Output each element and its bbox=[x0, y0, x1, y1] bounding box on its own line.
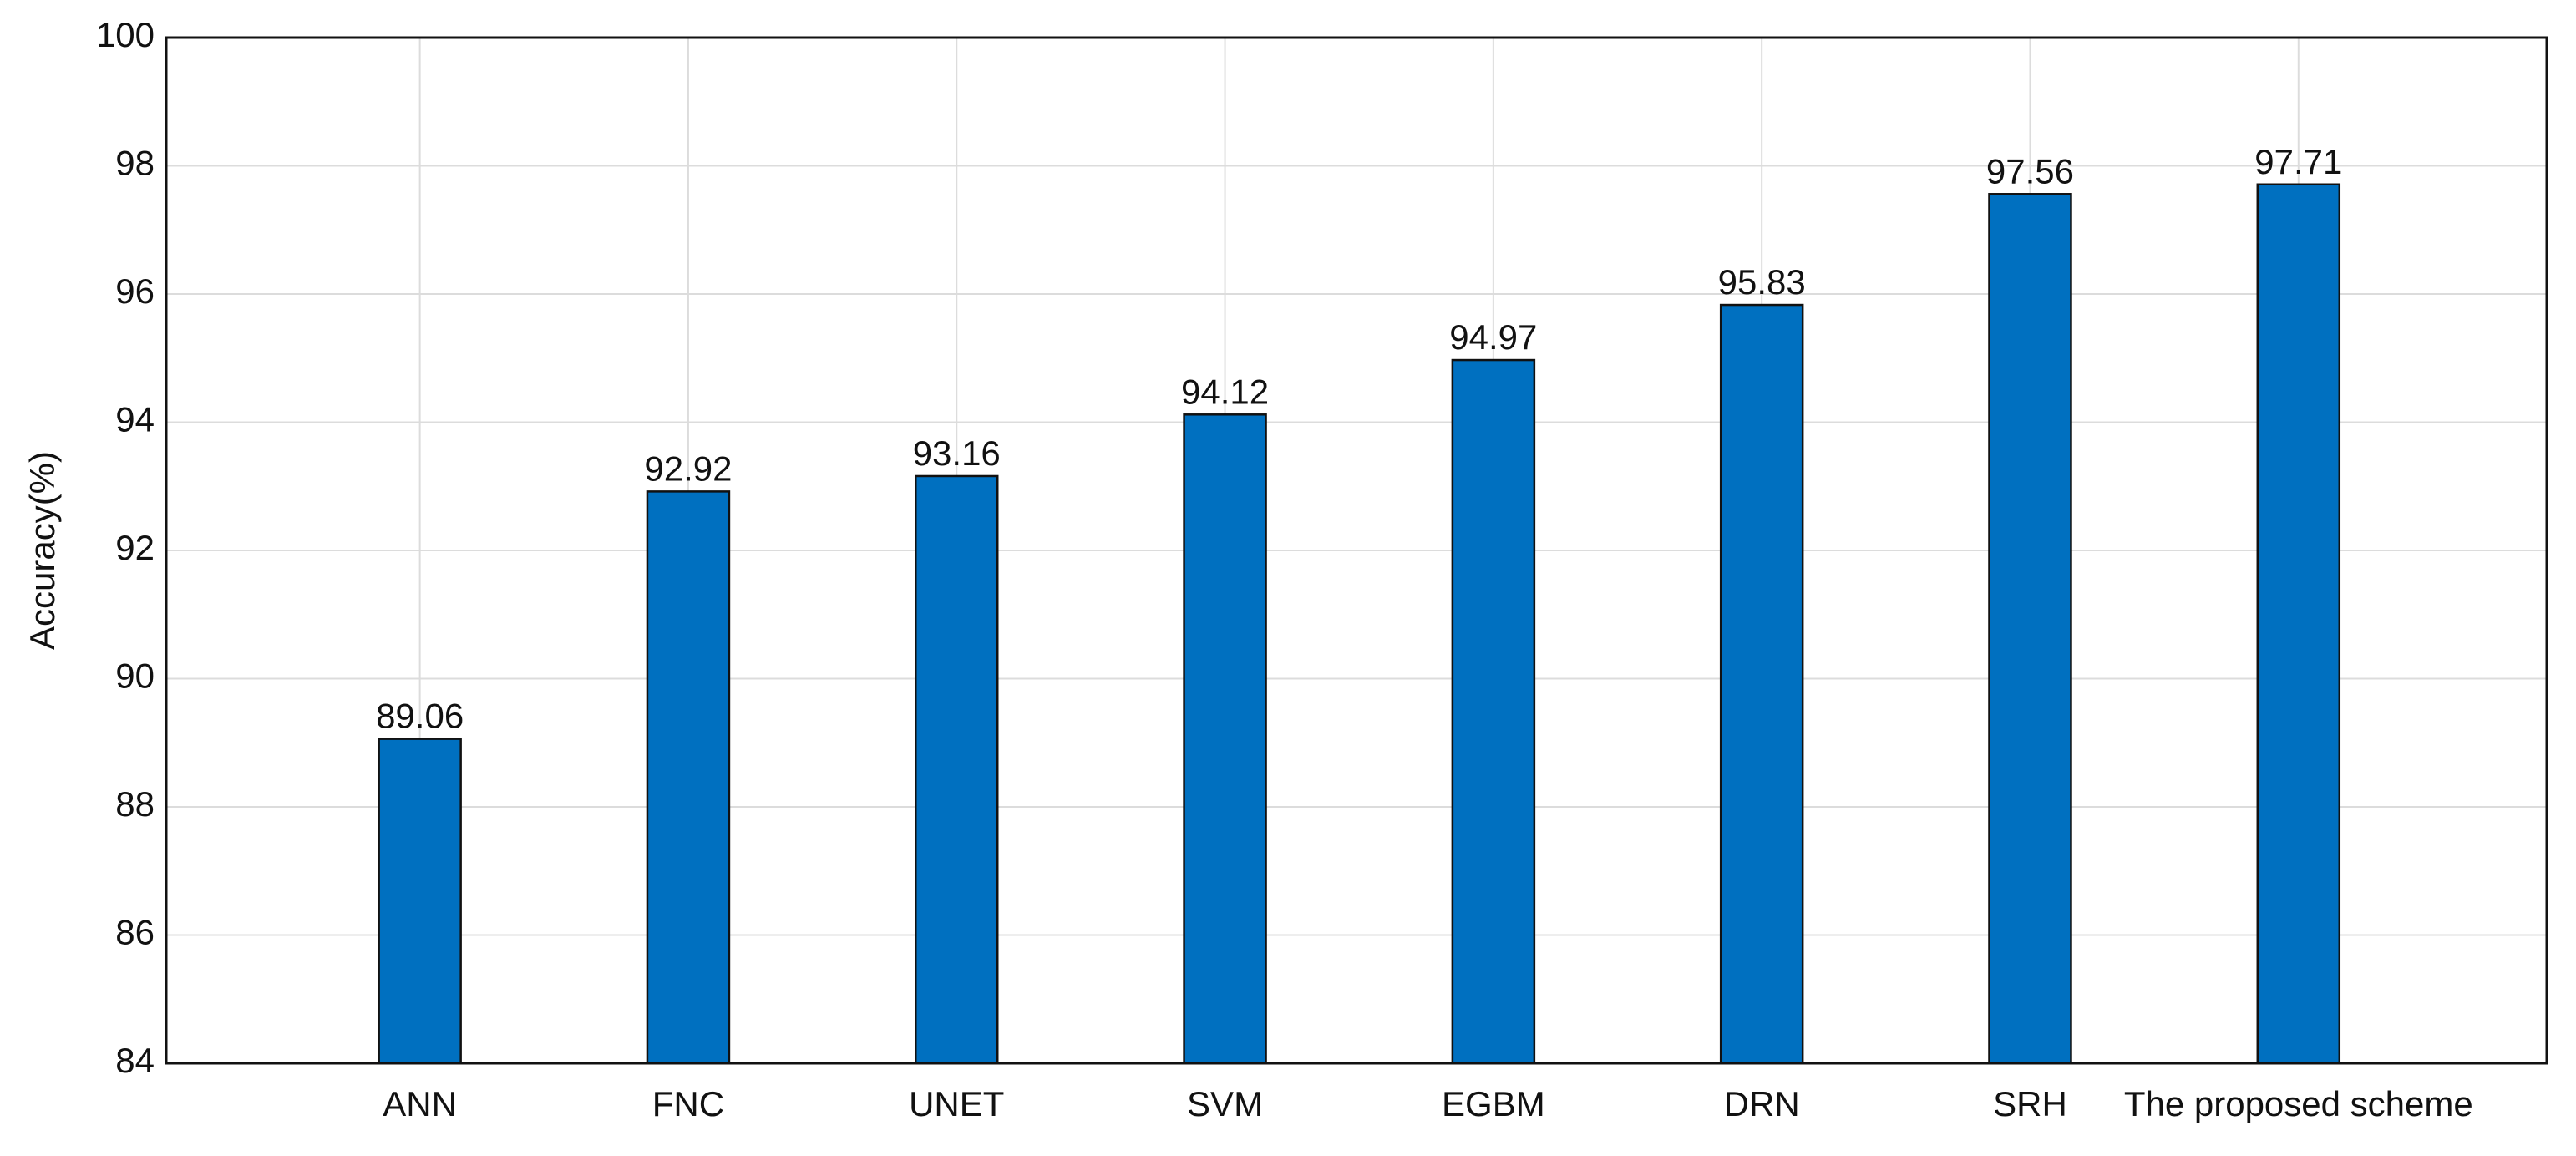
x-tick-label: ANN bbox=[383, 1084, 457, 1123]
value-label: 97.56 bbox=[1986, 151, 2074, 190]
bar bbox=[1988, 193, 2072, 1065]
y-tick-label: 86 bbox=[115, 913, 155, 952]
value-label: 93.16 bbox=[913, 434, 1001, 473]
y-tick-label: 92 bbox=[115, 528, 155, 567]
bar bbox=[1451, 358, 1536, 1065]
value-label: 92.92 bbox=[644, 449, 732, 488]
bar bbox=[2256, 183, 2341, 1065]
bar bbox=[378, 738, 462, 1065]
value-label: 94.12 bbox=[1181, 372, 1269, 411]
x-tick-label: FNC bbox=[652, 1084, 724, 1123]
y-tick-label: 94 bbox=[115, 400, 155, 439]
x-tick-label: SRH bbox=[1993, 1084, 2067, 1123]
bar bbox=[915, 474, 999, 1065]
x-tick-label: The proposed scheme bbox=[2124, 1084, 2473, 1123]
value-label: 94.97 bbox=[1449, 317, 1537, 357]
y-tick-label: 90 bbox=[115, 657, 155, 696]
x-tick-label: UNET bbox=[909, 1084, 1004, 1123]
y-tick-label: 96 bbox=[115, 271, 155, 311]
value-label: 95.83 bbox=[1718, 262, 1806, 302]
bar bbox=[646, 490, 731, 1065]
value-label: 97.71 bbox=[2254, 142, 2342, 181]
x-tick-label: EGBM bbox=[1442, 1084, 1545, 1123]
x-tick-label: DRN bbox=[1724, 1084, 1800, 1123]
y-tick-label: 84 bbox=[115, 1041, 155, 1080]
bar bbox=[1183, 413, 1267, 1065]
plot-frame bbox=[165, 36, 2548, 1065]
value-label: 89.06 bbox=[376, 697, 464, 736]
y-tick-label: 88 bbox=[115, 784, 155, 824]
y-tick-label: 98 bbox=[115, 144, 155, 183]
x-tick-label: SVM bbox=[1187, 1084, 1263, 1123]
y-axis-label: Accuracy(%) bbox=[23, 451, 62, 650]
y-tick-label: 100 bbox=[96, 15, 155, 54]
bar bbox=[1719, 303, 1804, 1065]
